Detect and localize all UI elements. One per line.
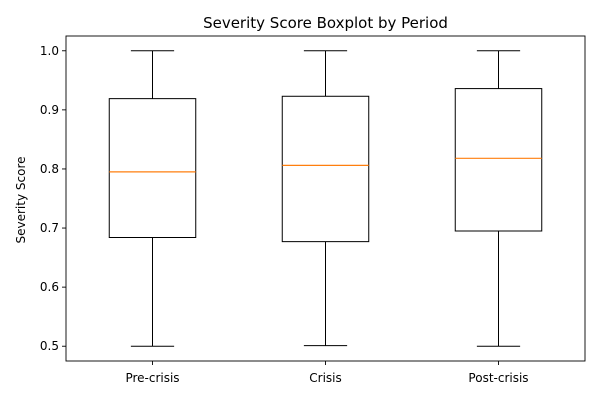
y-tick-label: 0.9 xyxy=(40,103,59,117)
y-tick-label: 0.6 xyxy=(40,280,59,294)
box-pre-crisis xyxy=(108,98,197,238)
box-crisis xyxy=(281,95,370,243)
y-axis-label: Severity Score xyxy=(14,157,28,244)
box-post-crisis xyxy=(454,88,543,232)
plot-area: 0.5 0.6 0.7 0.8 0.9 1.0 Pre-crisis Crisis Post-c… xyxy=(40,35,586,385)
y-tick-label: 0.7 xyxy=(40,221,59,235)
chart-title: Severity Score Boxplot by Period xyxy=(203,14,448,32)
x-tick-label: Post-crisis xyxy=(468,371,528,385)
x-tick-label: Crisis xyxy=(309,371,341,385)
y-tick-label: 0.8 xyxy=(40,162,59,176)
y-tick-label: 0.5 xyxy=(40,339,59,353)
y-tick-label: 1.0 xyxy=(40,44,59,58)
x-tick-label: Pre-crisis xyxy=(125,371,179,385)
